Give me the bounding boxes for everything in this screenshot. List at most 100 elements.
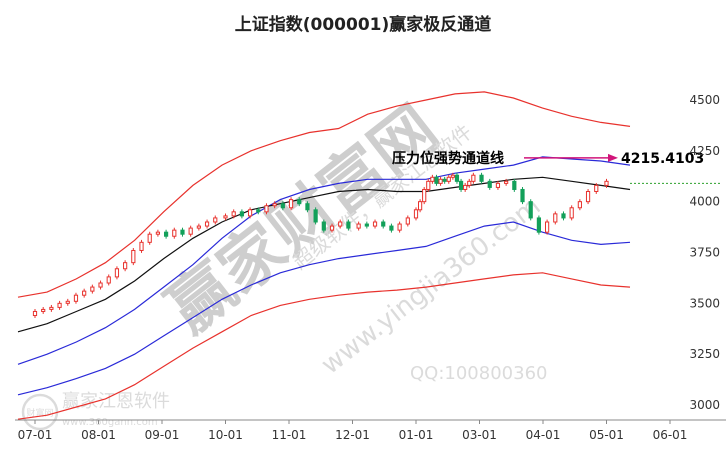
channel-line-1 <box>17 156 631 365</box>
watermark-seal-icon: 财富网 <box>21 393 59 431</box>
candle-body <box>536 217 542 233</box>
x-tick-label: 06-01 <box>653 428 688 442</box>
candle-body <box>272 203 277 207</box>
y-tick-label: 4000 <box>689 195 720 209</box>
y-tick-label: 3250 <box>689 347 720 361</box>
y-tick-labels: 3000 3250 3500 3750 4000 4250 4500 <box>689 93 720 412</box>
candle-body <box>65 300 70 304</box>
candle-body <box>329 225 335 231</box>
candle-body <box>422 188 427 203</box>
candle-body <box>123 262 128 270</box>
y-tick-label: 4500 <box>689 93 720 107</box>
candle-body <box>155 231 161 235</box>
candle-body <box>495 182 501 188</box>
candle-body <box>413 209 419 219</box>
x-tick-label: 07-01 <box>18 428 53 442</box>
channel-line-3 <box>17 221 631 396</box>
candle-body <box>196 225 201 229</box>
x-tick-label: 10-01 <box>208 428 243 442</box>
candle-body <box>305 203 310 211</box>
candle-body <box>389 225 394 231</box>
candle-body <box>604 180 609 186</box>
candle-body <box>280 203 285 209</box>
candle-body <box>553 213 558 223</box>
channel-line-2 <box>17 176 631 333</box>
annotation-value: 4215.4103 <box>621 151 704 167</box>
candle-body <box>90 286 95 292</box>
candle-body <box>458 180 464 190</box>
x-tick-label: 03-01 <box>462 428 497 442</box>
candlesticks <box>32 172 609 318</box>
channel-lines <box>17 91 631 420</box>
candle-body <box>106 276 111 284</box>
candle-body <box>264 205 269 213</box>
candle-body <box>434 176 439 184</box>
candle-body <box>594 184 599 192</box>
candle-body <box>247 209 253 217</box>
candle-body <box>139 241 144 251</box>
candle-body <box>163 231 169 237</box>
candle-body <box>147 233 152 243</box>
candle-body <box>73 294 79 302</box>
annotation-label: 压力位强势通道线 <box>392 150 504 167</box>
candle-body <box>442 178 447 182</box>
candle-body <box>364 223 369 227</box>
x-tick-label: 09-01 <box>145 428 180 442</box>
candle-body <box>450 174 455 178</box>
x-tick-label: 12-01 <box>335 428 370 442</box>
x-tick-label: 11-01 <box>272 428 307 442</box>
x-tick-label: 05-01 <box>589 428 624 442</box>
candle-body <box>188 227 193 235</box>
candle-body <box>528 201 533 219</box>
watermark-logo-url: www.360gann.com <box>62 417 158 428</box>
candle-body <box>204 221 210 227</box>
candle-body <box>172 229 177 237</box>
channel-line-0 <box>17 91 631 298</box>
candle-body <box>346 221 351 229</box>
candle-body <box>114 268 120 278</box>
candle-body <box>223 215 228 219</box>
candle-body <box>569 207 574 219</box>
candle-body <box>297 199 302 205</box>
candle-body <box>313 209 318 223</box>
x-tick-labels: 07-01 08-01 09-01 10-01 11-01 12-01 01-01 03-01… <box>18 420 688 442</box>
watermark-logo-text: 赢家江恩软件 <box>62 390 170 412</box>
y-tick-label: 4250 <box>689 144 720 158</box>
candle-body <box>41 308 46 312</box>
candle-body <box>426 180 431 190</box>
candle-body <box>520 188 525 203</box>
candle-body <box>446 176 451 182</box>
x-tick-label: 01-01 <box>399 428 434 442</box>
x-tick-label: 04-01 <box>526 428 561 442</box>
candle-body <box>98 282 103 288</box>
candle-body <box>321 221 326 231</box>
candle-body <box>405 217 410 225</box>
candle-body <box>430 176 435 182</box>
channel-line-4 <box>17 272 631 420</box>
candle-body <box>463 184 468 190</box>
annotation-arrow-icon <box>608 153 618 162</box>
candle-body <box>467 180 472 186</box>
candle-body <box>338 221 343 227</box>
candle-body <box>577 201 582 209</box>
candle-body <box>231 211 236 217</box>
candle-body <box>256 209 261 213</box>
candle-body <box>471 174 476 182</box>
candle-body <box>239 211 244 217</box>
y-tick-label: 3500 <box>689 296 720 310</box>
candle-body <box>49 306 54 310</box>
candle-body <box>180 229 185 235</box>
candle-body <box>381 221 386 227</box>
candle-body <box>512 180 517 190</box>
candle-body <box>397 223 402 231</box>
candle-body <box>57 302 62 308</box>
x-tick-label: 08-01 <box>81 428 116 442</box>
candle-body <box>438 178 443 184</box>
candle-body <box>372 221 378 227</box>
y-tick-label: 3000 <box>689 398 720 412</box>
watermark-qq: QQ:100800360 <box>410 363 547 384</box>
candle-body <box>131 249 136 264</box>
candle-body <box>32 310 38 317</box>
candle-body <box>213 217 218 223</box>
